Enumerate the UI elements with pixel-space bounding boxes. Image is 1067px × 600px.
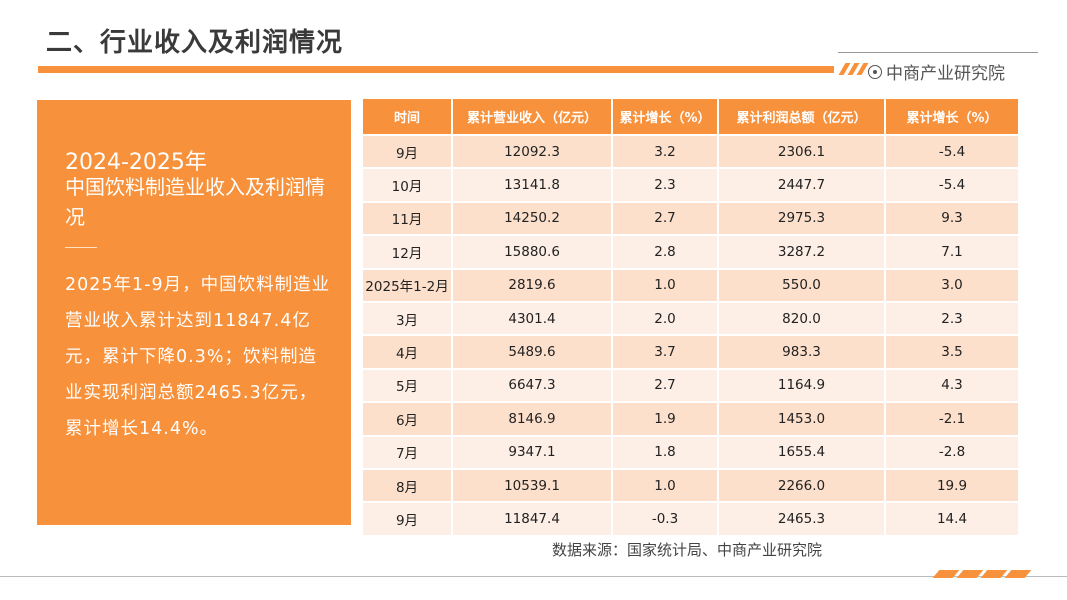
cell-time: 12月 — [361, 234, 453, 270]
cell-revenue: 11847.4 — [451, 501, 613, 537]
brand-label: 中商产业研究院 — [868, 59, 1005, 84]
cell-revenue: 13141.8 — [451, 167, 613, 203]
bottom-divider-line — [0, 576, 1067, 577]
header-revenue-growth: 累计增长（%） — [611, 97, 719, 136]
panel-heading: 中国饮料制造业收入及利润情况 — [65, 175, 325, 229]
page-title: 二、行业收入及利润情况 — [46, 28, 344, 58]
cell-profit: 2975.3 — [717, 200, 886, 237]
table-row: 4月 5489.6 3.7 983.3 3.5 — [361, 334, 1020, 370]
cell-revenue-growth: -0.3 — [611, 501, 719, 537]
cell-profit: 1655.4 — [717, 434, 886, 470]
header-time: 时间 — [361, 97, 453, 136]
table-row: 5月 6647.3 2.7 1164.9 4.3 — [361, 367, 1020, 404]
cell-profit-growth: 3.5 — [884, 334, 1020, 370]
cell-time: 8月 — [361, 467, 453, 504]
table-row: 6月 8146.9 1.9 1453.0 -2.1 — [361, 401, 1020, 437]
table-row: 7月 9347.1 1.8 1655.4 -2.8 — [361, 434, 1020, 470]
bottom-stripes-decoration — [930, 570, 1034, 578]
cell-revenue: 15880.6 — [451, 234, 613, 270]
header-profit: 累计利润总额（亿元） — [717, 97, 886, 136]
cell-revenue: 6647.3 — [451, 367, 613, 404]
cell-revenue-growth: 2.3 — [611, 167, 719, 203]
cell-time: 7月 — [361, 434, 453, 470]
cell-revenue: 2819.6 — [451, 267, 613, 303]
cell-profit: 983.3 — [717, 334, 886, 370]
cell-time: 4月 — [361, 334, 453, 370]
cell-revenue: 4301.4 — [451, 300, 613, 337]
cell-time: 9月 — [361, 133, 453, 170]
cell-profit-growth: 14.4 — [884, 501, 1020, 537]
table-header-row: 时间 累计营业收入（亿元） 累计增长（%） 累计利润总额（亿元） 累计增长（%） — [361, 97, 1020, 136]
cell-profit-growth: 9.3 — [884, 200, 1020, 237]
cell-profit: 2447.7 — [717, 167, 886, 203]
cell-revenue: 5489.6 — [451, 334, 613, 370]
cell-profit: 1164.9 — [717, 367, 886, 404]
table-row: 3月 4301.4 2.0 820.0 2.3 — [361, 300, 1020, 337]
cell-time: 11月 — [361, 200, 453, 237]
cell-time: 6月 — [361, 401, 453, 437]
cell-profit: 1453.0 — [717, 401, 886, 437]
cell-revenue-growth: 1.9 — [611, 401, 719, 437]
cell-profit-growth: -5.4 — [884, 167, 1020, 203]
brand-stripes-decoration — [838, 63, 868, 75]
cell-profit-growth: 3.0 — [884, 267, 1020, 303]
cell-revenue-growth: 3.2 — [611, 133, 719, 170]
top-divider-line — [838, 52, 1038, 53]
cell-profit: 2306.1 — [717, 133, 886, 170]
cell-time: 9月 — [361, 501, 453, 537]
cell-revenue-growth: 2.8 — [611, 234, 719, 270]
cell-revenue-growth: 2.7 — [611, 367, 719, 404]
cell-revenue-growth: 2.0 — [611, 300, 719, 337]
panel-divider — [65, 247, 97, 248]
table-row: 10月 13141.8 2.3 2447.7 -5.4 — [361, 167, 1020, 203]
cell-profit-growth: -2.8 — [884, 434, 1020, 470]
cell-revenue-growth: 3.7 — [611, 334, 719, 370]
cell-revenue: 8146.9 — [451, 401, 613, 437]
cell-profit-growth: 19.9 — [884, 467, 1020, 504]
cell-time: 3月 — [361, 300, 453, 337]
cell-profit: 820.0 — [717, 300, 886, 337]
header-revenue: 累计营业收入（亿元） — [451, 97, 613, 136]
table-row: 9月 12092.3 3.2 2306.1 -5.4 — [361, 133, 1020, 170]
data-source-note: 数据来源：国家统计局、中商产业研究院 — [552, 541, 823, 559]
cell-profit-growth: -2.1 — [884, 401, 1020, 437]
cell-profit: 2465.3 — [717, 501, 886, 537]
cell-revenue: 9347.1 — [451, 434, 613, 470]
cell-time: 2025年1-2月 — [361, 267, 453, 303]
cell-profit: 3287.2 — [717, 234, 886, 270]
panel-year: 2024-2025年 — [65, 150, 207, 175]
cell-revenue: 12092.3 — [451, 133, 613, 170]
cell-profit: 550.0 — [717, 267, 886, 303]
summary-panel: 2024-2025年 中国饮料制造业收入及利润情况 2025年1-9月，中国饮料… — [37, 100, 351, 525]
cell-profit-growth: 2.3 — [884, 300, 1020, 337]
cell-revenue-growth: 1.0 — [611, 467, 719, 504]
table-row: 2025年1-2月 2819.6 1.0 550.0 3.0 — [361, 267, 1020, 303]
cell-revenue-growth: 2.7 — [611, 200, 719, 237]
cell-profit-growth: 7.1 — [884, 234, 1020, 270]
panel-summary-text: 2025年1-9月，中国饮料制造业营业收入累计达到11847.4亿元，累计下降0… — [65, 275, 331, 439]
brand-logo-icon — [868, 64, 882, 79]
cell-profit: 2266.0 — [717, 467, 886, 504]
header-profit-growth: 累计增长（%） — [884, 97, 1020, 136]
brand-name: 中商产业研究院 — [886, 64, 1005, 84]
cell-time: 10月 — [361, 167, 453, 203]
table-row: 8月 10539.1 1.0 2266.0 19.9 — [361, 467, 1020, 504]
cell-revenue-growth: 1.0 — [611, 267, 719, 303]
cell-time: 5月 — [361, 367, 453, 404]
cell-revenue-growth: 1.8 — [611, 434, 719, 470]
table-row: 11月 14250.2 2.7 2975.3 9.3 — [361, 200, 1020, 237]
cell-profit-growth: -5.4 — [884, 133, 1020, 170]
revenue-profit-table: 时间 累计营业收入（亿元） 累计增长（%） 累计利润总额（亿元） 累计增长（%）… — [361, 97, 1020, 537]
cell-profit-growth: 4.3 — [884, 367, 1020, 404]
cell-revenue: 14250.2 — [451, 200, 613, 237]
cell-revenue: 10539.1 — [451, 467, 613, 504]
table-row: 12月 15880.6 2.8 3287.2 7.1 — [361, 234, 1020, 270]
title-underline-bar — [38, 66, 834, 73]
table-row: 9月 11847.4 -0.3 2465.3 14.4 — [361, 501, 1020, 537]
